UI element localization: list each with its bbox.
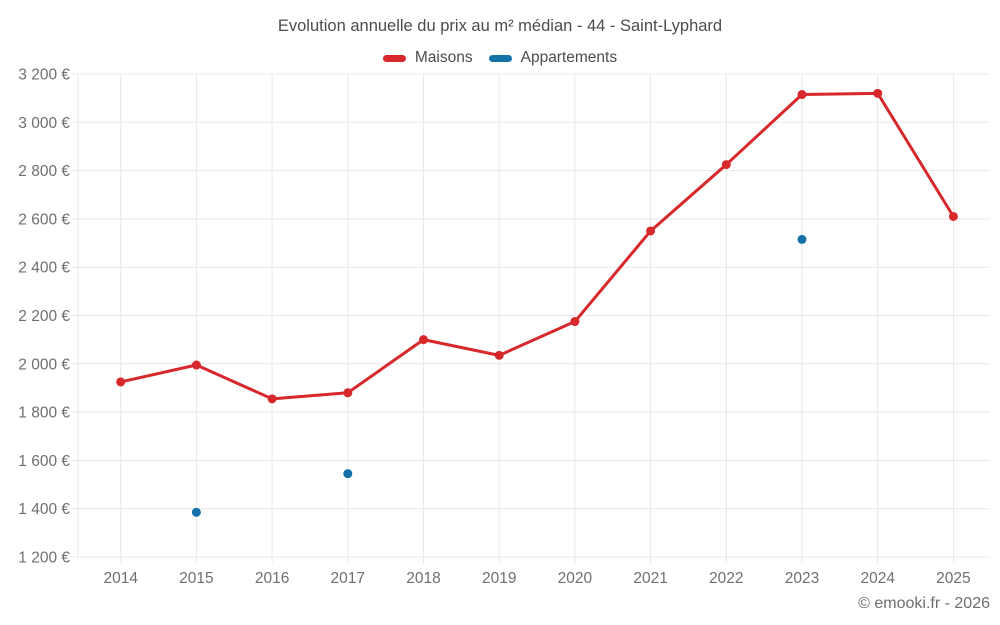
appartements-data-point[interactable] (797, 234, 807, 244)
x-tick-label: 2017 (331, 570, 365, 587)
legend-label-appartements: Appartements (520, 49, 618, 66)
x-tick-label: 2018 (406, 570, 440, 587)
legend-item-appartements[interactable]: Appartements (488, 49, 618, 67)
y-tick-label: 1 200 € (18, 550, 70, 567)
maisons-data-point[interactable] (419, 335, 428, 345)
y-tick-label: 3 200 € (18, 67, 70, 84)
appartements-data-point[interactable] (191, 507, 201, 517)
x-tick-label: 2014 (103, 570, 138, 587)
maisons-line (119, 91, 955, 401)
x-tick-label: 2022 (709, 570, 743, 587)
watermark: © emooki.fr - 2026 (858, 595, 990, 612)
x-tick-label: 2023 (785, 570, 819, 587)
x-tick-label: 2020 (558, 570, 593, 587)
y-tick-label: 2 800 € (18, 163, 70, 180)
maisons-data-point[interactable] (343, 388, 353, 398)
maisons-data-point[interactable] (721, 160, 731, 170)
maisons-data-point[interactable] (873, 88, 883, 98)
maisons-data-point[interactable] (494, 350, 504, 360)
y-tick-label: 2 000 € (18, 356, 70, 373)
legend: Maisons Appartements (0, 47, 1000, 69)
y-tick-label: 3 000 € (18, 115, 70, 132)
x-tick-label: 2016 (255, 570, 289, 587)
x-tick-label: 2015 (179, 570, 213, 587)
maisons-data-point[interactable] (191, 360, 201, 370)
y-tick-label: 1 600 € (18, 453, 70, 470)
chart-title: Evolution annuelle du prix au m² médian … (277, 17, 723, 35)
x-tick-label: 2024 (860, 570, 895, 587)
maisons-data-point[interactable] (646, 226, 656, 236)
x-tick-label: 2021 (633, 570, 667, 587)
x-tick-label: 2025 (936, 570, 970, 587)
y-tick-label: 2 400 € (18, 260, 70, 277)
maisons-data-point[interactable] (948, 211, 958, 221)
y-tick-label: 2 200 € (18, 308, 70, 325)
maisons-data-point[interactable] (570, 317, 580, 327)
y-tick-label: 1 400 € (18, 501, 70, 518)
y-tick-label: 1 800 € (18, 405, 70, 422)
legend-item-maisons[interactable]: Maisons (382, 49, 473, 67)
maisons-data-point[interactable] (116, 377, 126, 387)
appartements-data-point[interactable] (343, 469, 353, 479)
maisons-data-point[interactable] (797, 90, 807, 100)
x-tick-label: 2019 (482, 570, 516, 587)
appartements-series-swatch-icon (488, 54, 512, 62)
y-tick-label: 2 600 € (18, 211, 70, 228)
legend-label-maisons: Maisons (414, 49, 473, 66)
maisons-series-swatch-icon (382, 54, 406, 62)
maisons-data-point[interactable] (267, 394, 277, 404)
